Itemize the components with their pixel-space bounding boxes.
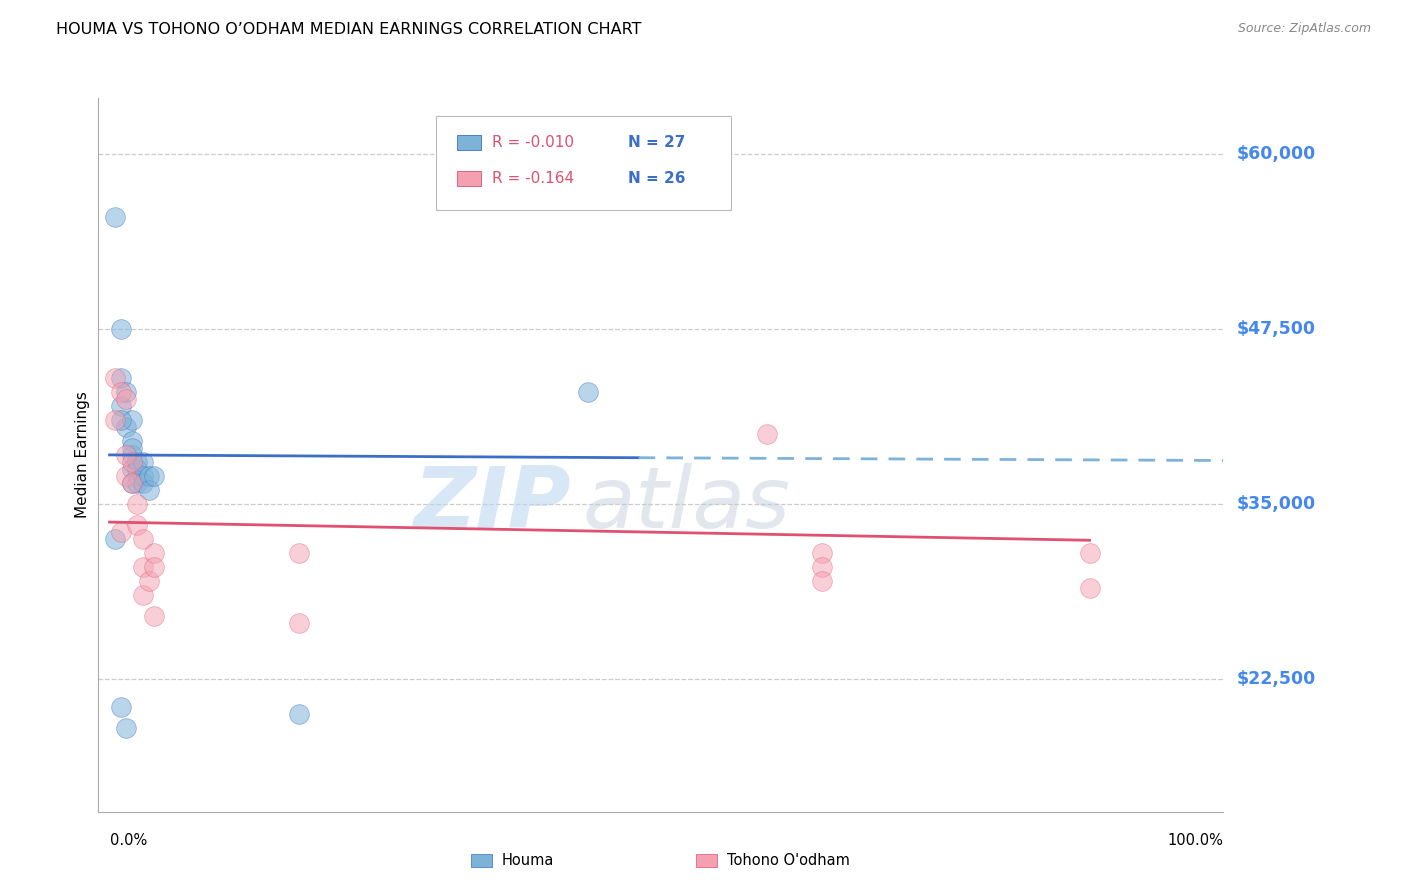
Point: [288, 546, 311, 560]
Point: [127, 497, 149, 511]
Text: Houma: Houma: [502, 854, 554, 868]
Point: [132, 588, 155, 602]
Point: [1078, 546, 1101, 560]
Point: [104, 210, 127, 224]
Point: [115, 448, 138, 462]
Point: [121, 448, 143, 462]
Point: [115, 392, 138, 406]
Text: 100.0%: 100.0%: [1167, 833, 1223, 847]
Point: [143, 559, 166, 574]
Point: [115, 384, 138, 399]
Point: [811, 559, 834, 574]
Point: [110, 322, 132, 336]
Point: [127, 517, 149, 532]
Text: $47,500: $47,500: [1237, 320, 1316, 338]
Point: [811, 574, 834, 588]
Point: [288, 615, 311, 630]
Text: 0.0%: 0.0%: [110, 833, 146, 847]
Text: R = -0.164: R = -0.164: [492, 171, 574, 186]
Point: [110, 413, 132, 427]
Point: [811, 546, 834, 560]
Point: [755, 426, 778, 441]
Point: [115, 469, 138, 483]
Point: [288, 706, 311, 721]
Point: [121, 441, 143, 455]
Point: [132, 559, 155, 574]
Text: $35,000: $35,000: [1237, 495, 1316, 513]
Point: [110, 524, 132, 539]
Text: $22,500: $22,500: [1237, 670, 1316, 688]
Point: [115, 420, 138, 434]
Point: [132, 469, 155, 483]
Point: [143, 469, 166, 483]
Text: N = 27: N = 27: [628, 136, 686, 150]
Point: [143, 546, 166, 560]
Text: Tohono O'odham: Tohono O'odham: [727, 854, 849, 868]
Text: $60,000: $60,000: [1237, 145, 1316, 163]
Point: [138, 483, 160, 497]
Point: [143, 608, 166, 623]
Point: [127, 475, 149, 490]
Text: N = 26: N = 26: [628, 171, 686, 186]
Point: [121, 462, 143, 476]
Point: [121, 475, 143, 490]
Text: ZIP: ZIP: [413, 463, 571, 547]
Text: R = -0.010: R = -0.010: [492, 136, 574, 150]
Point: [138, 469, 160, 483]
Point: [110, 699, 132, 714]
Point: [132, 532, 155, 546]
Point: [104, 532, 127, 546]
Point: [104, 371, 127, 385]
Point: [110, 384, 132, 399]
Point: [132, 455, 155, 469]
Text: atlas: atlas: [582, 463, 790, 547]
Point: [110, 371, 132, 385]
Point: [121, 455, 143, 469]
Point: [121, 475, 143, 490]
Point: [115, 721, 138, 735]
Point: [138, 574, 160, 588]
Point: [127, 462, 149, 476]
Point: [1078, 581, 1101, 595]
Point: [578, 384, 600, 399]
Point: [127, 455, 149, 469]
Point: [121, 413, 143, 427]
Point: [110, 399, 132, 413]
Y-axis label: Median Earnings: Median Earnings: [75, 392, 90, 518]
Point: [121, 434, 143, 448]
Text: HOUMA VS TOHONO O’ODHAM MEDIAN EARNINGS CORRELATION CHART: HOUMA VS TOHONO O’ODHAM MEDIAN EARNINGS …: [56, 22, 641, 37]
Text: Source: ZipAtlas.com: Source: ZipAtlas.com: [1237, 22, 1371, 36]
Point: [132, 475, 155, 490]
Point: [104, 413, 127, 427]
